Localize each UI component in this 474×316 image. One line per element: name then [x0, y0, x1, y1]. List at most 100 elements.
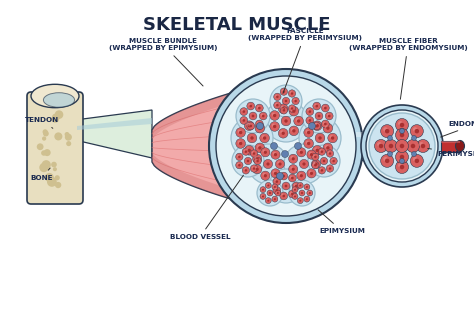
- Circle shape: [244, 157, 252, 165]
- Circle shape: [299, 184, 301, 186]
- Circle shape: [271, 169, 280, 178]
- Circle shape: [273, 185, 275, 187]
- Circle shape: [383, 157, 388, 161]
- Circle shape: [255, 123, 264, 133]
- Circle shape: [400, 155, 404, 159]
- Circle shape: [242, 119, 245, 122]
- Circle shape: [309, 152, 312, 155]
- Circle shape: [288, 105, 296, 112]
- Circle shape: [289, 165, 298, 174]
- Text: SKELETAL MUSCLE: SKELETAL MUSCLE: [143, 16, 331, 34]
- Circle shape: [241, 109, 244, 112]
- Circle shape: [270, 111, 280, 120]
- Circle shape: [299, 173, 302, 176]
- Circle shape: [283, 90, 285, 93]
- Ellipse shape: [31, 84, 79, 108]
- Circle shape: [313, 163, 316, 166]
- Circle shape: [291, 167, 294, 170]
- Circle shape: [250, 150, 258, 157]
- Circle shape: [275, 159, 284, 169]
- Circle shape: [292, 157, 295, 161]
- Circle shape: [308, 145, 340, 177]
- Circle shape: [316, 149, 319, 152]
- Circle shape: [239, 131, 242, 134]
- Circle shape: [253, 167, 255, 170]
- Circle shape: [263, 149, 266, 153]
- Circle shape: [247, 124, 251, 127]
- Circle shape: [253, 154, 262, 163]
- Circle shape: [318, 148, 326, 155]
- Polygon shape: [77, 118, 152, 130]
- Circle shape: [306, 186, 308, 188]
- Circle shape: [309, 119, 311, 122]
- Circle shape: [275, 103, 278, 106]
- Circle shape: [242, 148, 249, 155]
- Circle shape: [300, 151, 303, 154]
- Circle shape: [407, 139, 419, 153]
- Circle shape: [310, 172, 313, 175]
- Circle shape: [398, 121, 402, 126]
- Circle shape: [320, 169, 323, 172]
- Circle shape: [290, 191, 293, 194]
- Circle shape: [44, 149, 51, 156]
- Circle shape: [42, 160, 51, 169]
- Circle shape: [246, 147, 250, 151]
- Circle shape: [292, 182, 300, 190]
- Circle shape: [261, 148, 270, 157]
- Polygon shape: [152, 78, 285, 140]
- Circle shape: [299, 149, 302, 153]
- Circle shape: [314, 124, 317, 126]
- Circle shape: [291, 108, 294, 112]
- Circle shape: [283, 97, 290, 105]
- Circle shape: [289, 180, 315, 206]
- Circle shape: [257, 145, 260, 148]
- Circle shape: [257, 180, 283, 206]
- Circle shape: [276, 104, 279, 106]
- Circle shape: [273, 125, 276, 128]
- Circle shape: [43, 129, 48, 135]
- Circle shape: [314, 123, 318, 126]
- Circle shape: [249, 125, 252, 127]
- Circle shape: [284, 144, 324, 184]
- Circle shape: [264, 159, 273, 169]
- Circle shape: [274, 186, 276, 188]
- Circle shape: [261, 114, 264, 116]
- Circle shape: [411, 136, 417, 141]
- Circle shape: [263, 136, 266, 140]
- Circle shape: [276, 173, 283, 179]
- Circle shape: [278, 104, 288, 113]
- Circle shape: [415, 129, 419, 133]
- Circle shape: [258, 126, 262, 130]
- Circle shape: [294, 116, 303, 126]
- Circle shape: [304, 139, 313, 148]
- Circle shape: [282, 182, 290, 190]
- Circle shape: [291, 128, 294, 131]
- Circle shape: [246, 123, 250, 126]
- Circle shape: [260, 187, 266, 193]
- Circle shape: [267, 200, 269, 202]
- Circle shape: [306, 130, 309, 133]
- Circle shape: [257, 106, 260, 108]
- Text: MUSCLE FIBER
(WRAPPED BY ENDOMYSIUM): MUSCLE FIBER (WRAPPED BY ENDOMYSIUM): [348, 38, 467, 99]
- Circle shape: [232, 145, 264, 177]
- Circle shape: [385, 159, 390, 163]
- Circle shape: [400, 123, 404, 127]
- Circle shape: [292, 97, 299, 105]
- Circle shape: [293, 188, 295, 190]
- Circle shape: [245, 169, 247, 172]
- Circle shape: [55, 182, 61, 188]
- Ellipse shape: [44, 93, 74, 107]
- Circle shape: [285, 100, 287, 102]
- Circle shape: [248, 124, 251, 126]
- Circle shape: [410, 154, 423, 167]
- Circle shape: [275, 189, 278, 192]
- Circle shape: [245, 150, 247, 153]
- Circle shape: [328, 151, 330, 154]
- Circle shape: [313, 161, 317, 164]
- Circle shape: [312, 145, 322, 155]
- Circle shape: [37, 143, 44, 150]
- Circle shape: [415, 159, 419, 163]
- Circle shape: [236, 161, 243, 169]
- Circle shape: [264, 151, 267, 154]
- Circle shape: [294, 100, 297, 102]
